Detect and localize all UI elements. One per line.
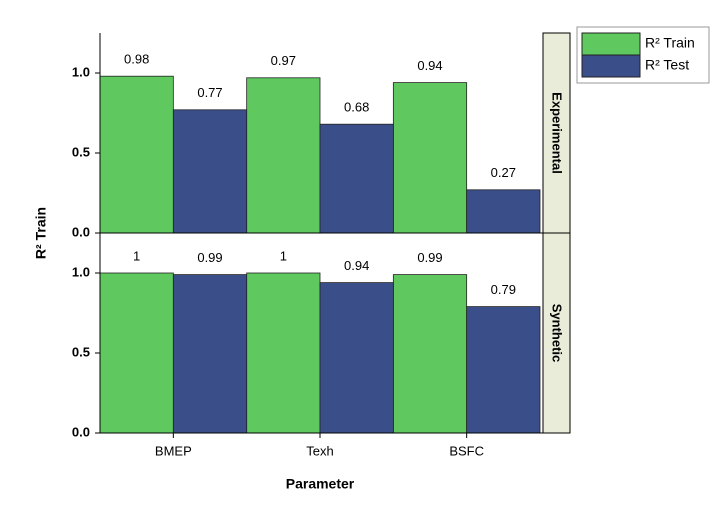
bar — [99, 75, 174, 234]
value-label: 0.77 — [197, 85, 222, 100]
bar — [392, 274, 468, 434]
x-tick-label: Texh — [306, 443, 333, 458]
bar — [246, 77, 321, 234]
value-label: 0.79 — [491, 282, 516, 297]
value-label: 1 — [133, 248, 140, 263]
bar — [319, 123, 394, 234]
bar — [466, 306, 541, 434]
legend-label: R² Test — [645, 57, 689, 73]
y-tick-label: 0.0 — [72, 424, 90, 439]
y-tick-label: 1.0 — [72, 264, 90, 279]
bar — [172, 109, 248, 234]
value-label: 0.99 — [197, 250, 222, 265]
value-label: 0.94 — [344, 258, 369, 273]
bar — [246, 272, 321, 434]
legend-swatch — [581, 54, 641, 78]
x-tick-label: BSFC — [449, 443, 484, 458]
y-tick-label: 1.0 — [72, 64, 90, 79]
facet-label: Experimental — [550, 92, 565, 174]
bar — [466, 189, 541, 234]
x-axis-label: Parameter — [286, 476, 355, 492]
y-tick-label: 0.0 — [72, 224, 90, 239]
bar — [392, 82, 468, 234]
facet-strip — [542, 232, 571, 434]
bar — [172, 274, 248, 434]
value-label: 0.94 — [417, 58, 442, 73]
bar — [99, 272, 174, 434]
facet-strip — [542, 32, 571, 234]
y-tick-label: 0.5 — [72, 344, 90, 359]
x-tick-label: BMEP — [155, 443, 192, 458]
y-tick-label: 0.5 — [72, 144, 90, 159]
value-label: 0.97 — [271, 53, 296, 68]
legend-label: R² Train — [645, 35, 695, 51]
value-label: 0.27 — [491, 165, 516, 180]
value-label: 0.99 — [417, 250, 442, 265]
legend-swatch — [581, 32, 641, 56]
value-label: 1 — [280, 248, 287, 263]
facet-label: Synthetic — [550, 304, 565, 363]
value-label: 0.68 — [344, 100, 369, 115]
value-label: 0.98 — [124, 52, 149, 67]
bar — [319, 282, 394, 434]
y-axis-label: R² Train — [33, 207, 49, 259]
